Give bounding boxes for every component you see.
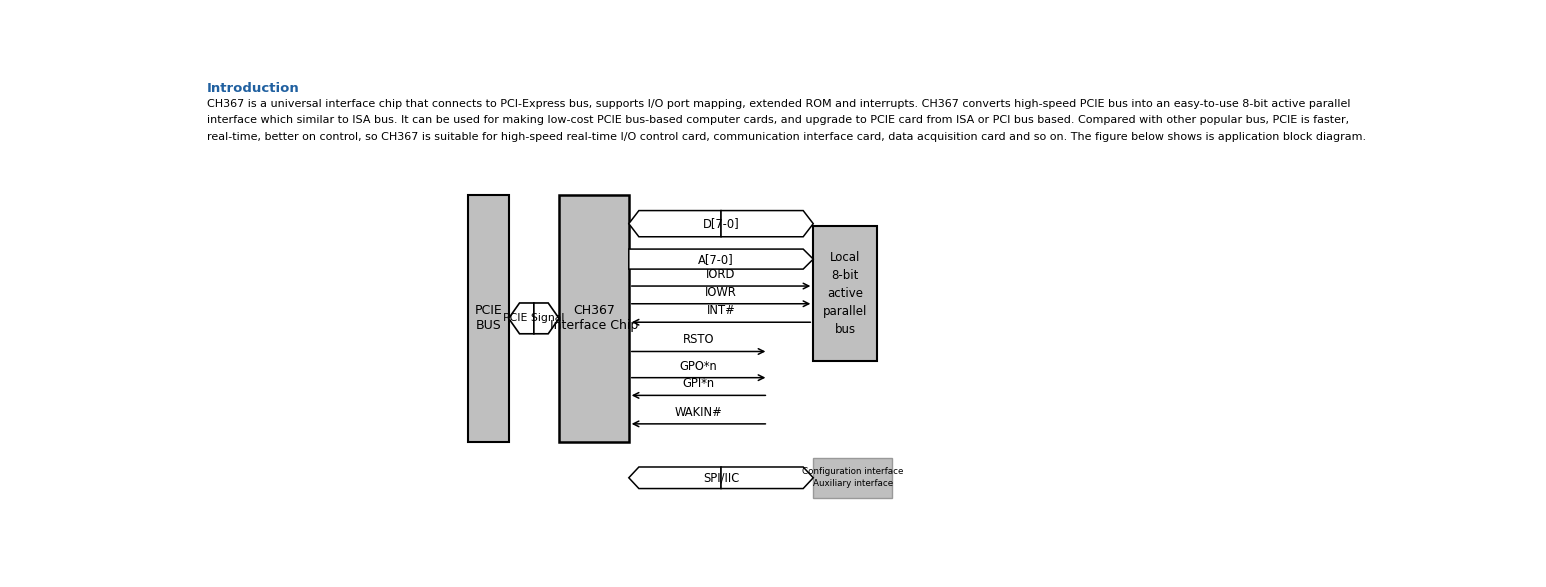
Text: real-time, better on control, so CH367 is suitable for high-speed real-time I/O : real-time, better on control, so CH367 i… [207,132,1367,142]
Bar [560,195,629,441]
Text: CH367
Interface Chip: CH367 Interface Chip [550,305,638,332]
Polygon shape [509,303,533,334]
Text: PCIE Signal: PCIE Signal [502,313,564,323]
Text: CH367 is a universal interface chip that connects to PCI-Express bus, supports I: CH367 is a universal interface chip that… [207,99,1351,109]
Text: SPI/IIC: SPI/IIC [703,471,739,484]
Text: INT#: INT# [707,304,736,317]
Bar [813,458,892,498]
Text: GPI*n: GPI*n [682,377,714,390]
Bar [813,226,877,361]
Text: Introduction: Introduction [207,82,300,95]
Text: RSTO: RSTO [683,333,714,346]
Text: Configuration interface
Auxiliary interface: Configuration interface Auxiliary interf… [802,467,903,488]
Polygon shape [629,467,720,488]
Text: PCIE
BUS: PCIE BUS [475,305,502,332]
Polygon shape [533,303,560,334]
Text: Local
8-bit
active
parallel
bus: Local 8-bit active parallel bus [822,251,867,336]
Polygon shape [720,211,813,237]
Text: GPO*n: GPO*n [680,360,717,373]
Text: WAKIN#: WAKIN# [674,406,722,419]
Bar [468,195,509,441]
Text: D[7-0]: D[7-0] [702,217,739,230]
Polygon shape [720,467,813,488]
Text: IOWR: IOWR [705,286,737,299]
Text: A[7-0]: A[7-0] [699,252,734,265]
Polygon shape [629,211,720,237]
Text: interface which similar to ISA bus. It can be used for making low-cost PCIE bus-: interface which similar to ISA bus. It c… [207,116,1350,126]
Polygon shape [629,249,813,269]
Text: IORD: IORD [707,268,736,281]
